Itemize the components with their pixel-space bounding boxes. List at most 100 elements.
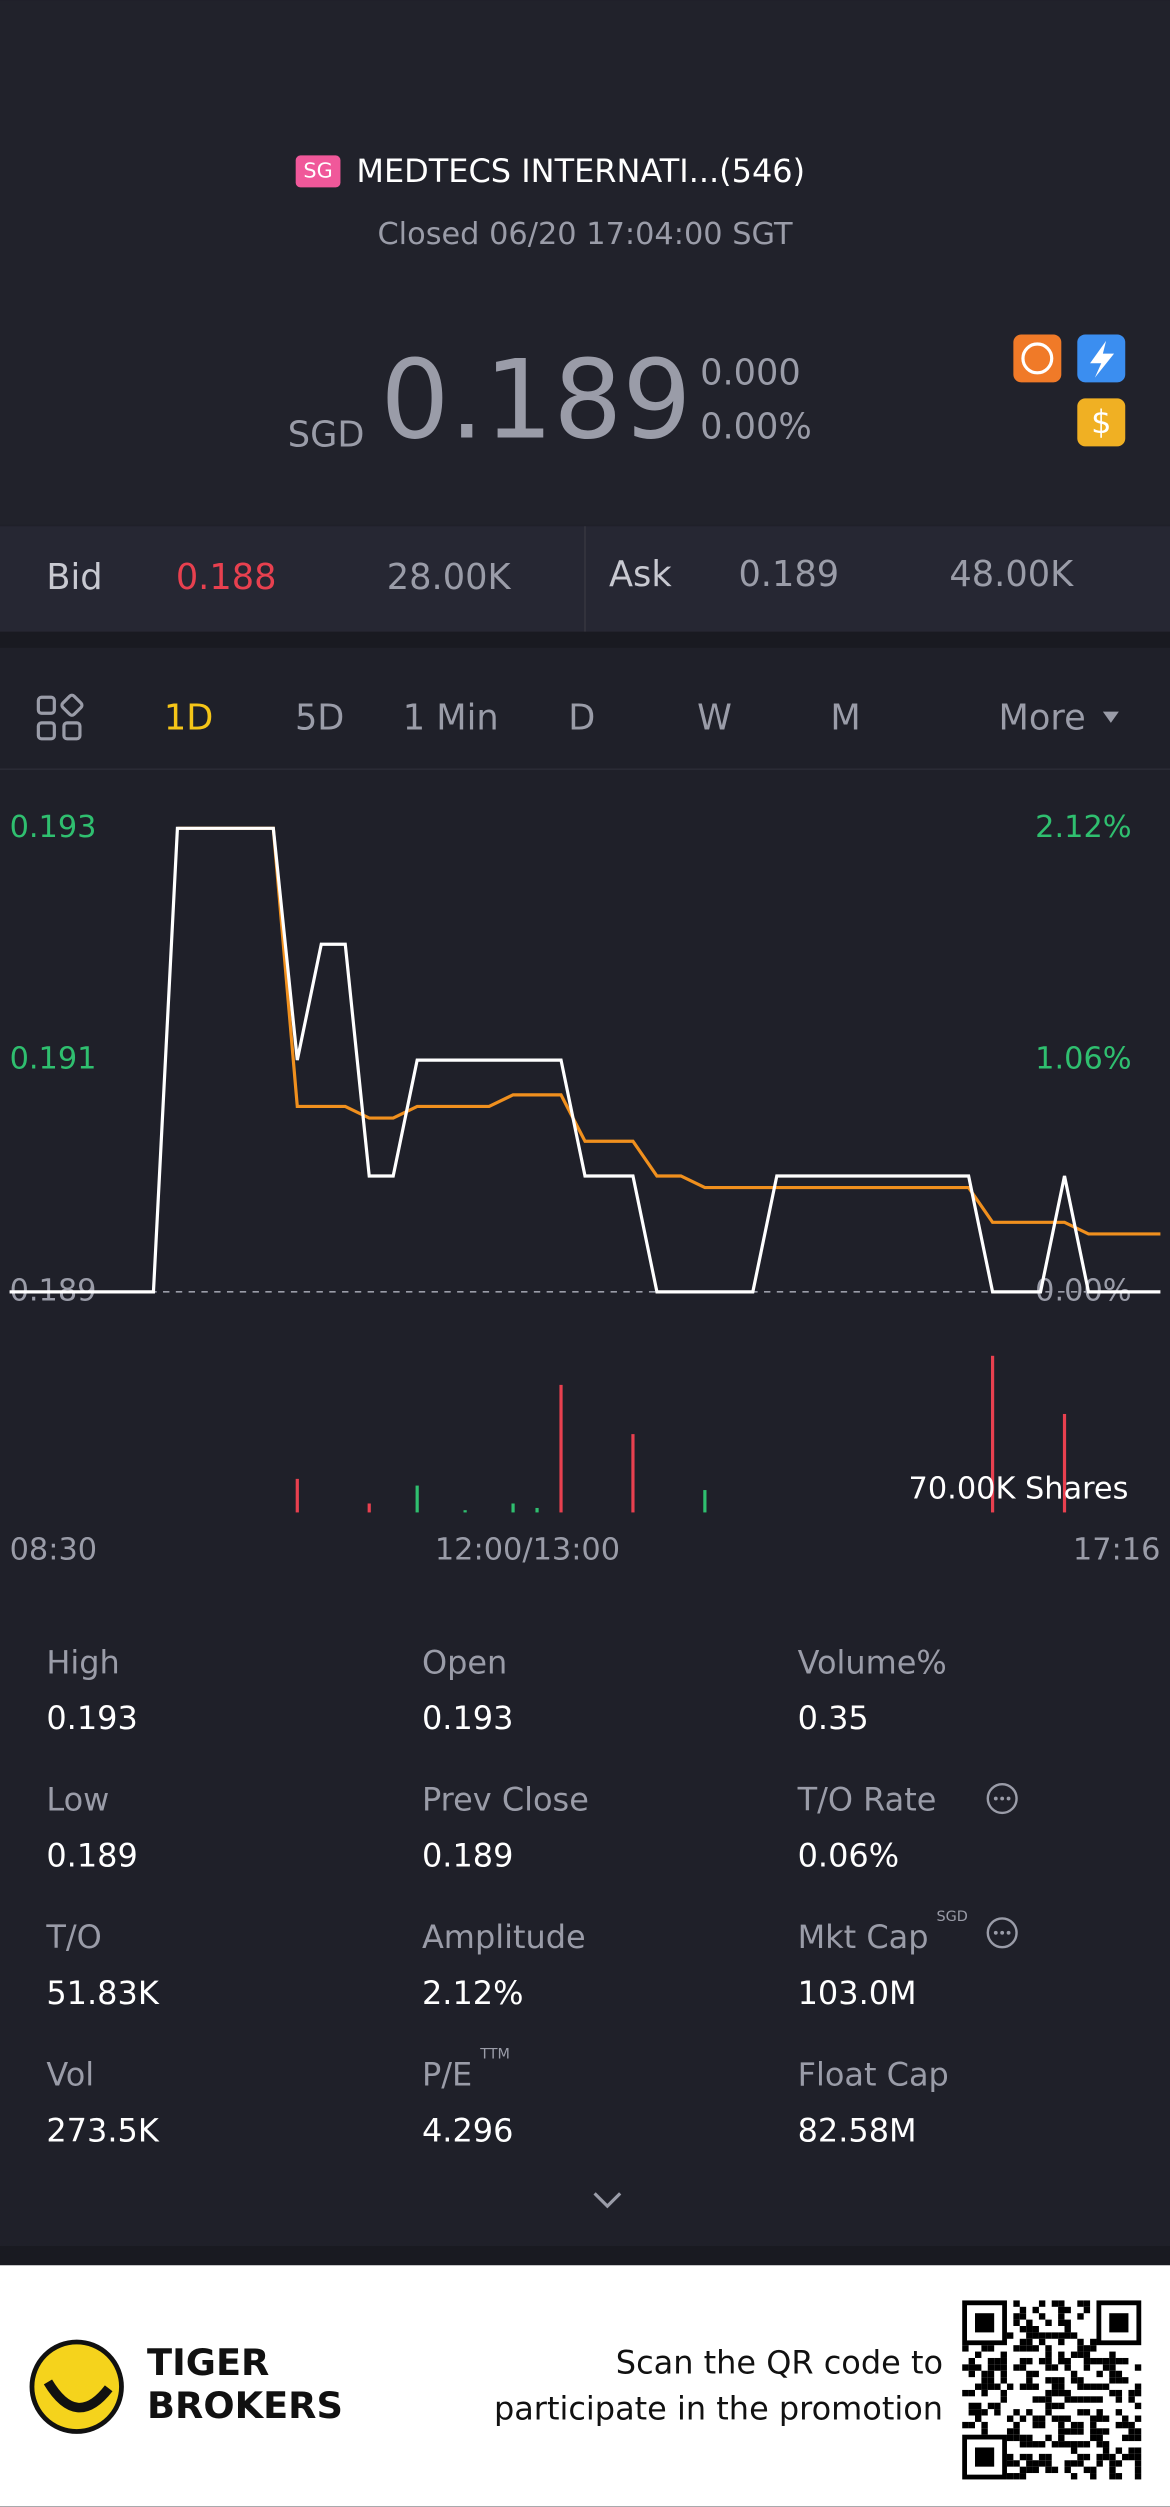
qr-module bbox=[1090, 2428, 1097, 2435]
volume-bar bbox=[367, 1503, 371, 1513]
brand-line: BROKERS bbox=[147, 2384, 343, 2427]
period-tab[interactable]: 1D bbox=[164, 698, 213, 739]
qr-module bbox=[1064, 2389, 1071, 2397]
qr-module bbox=[1064, 2357, 1071, 2365]
qr-module bbox=[1026, 2319, 1033, 2326]
info-icon[interactable] bbox=[986, 1782, 1018, 1815]
qr-module bbox=[1109, 2351, 1116, 2358]
qr-module bbox=[1032, 2396, 1039, 2403]
icon-dollar[interactable] bbox=[1077, 398, 1126, 447]
stat-value: 0.06% bbox=[798, 1837, 900, 1875]
qr-module bbox=[1032, 2370, 1039, 2378]
stat-superscript: SGD bbox=[937, 1909, 968, 1925]
qr-module bbox=[1109, 2357, 1116, 2365]
period-tab[interactable]: D bbox=[568, 698, 595, 739]
qr-module bbox=[1134, 2383, 1142, 2390]
qr-module bbox=[1006, 2453, 1014, 2461]
qr-module bbox=[1064, 2428, 1071, 2435]
qr-module bbox=[1102, 2415, 1110, 2422]
layout-icon[interactable] bbox=[36, 693, 84, 741]
qr-module bbox=[1045, 2402, 1052, 2410]
period-tab[interactable]: More bbox=[999, 698, 1086, 739]
qr-module bbox=[1083, 2466, 1091, 2474]
qr-module bbox=[1058, 2428, 1065, 2435]
qr-module bbox=[1038, 2300, 1046, 2307]
qr-module bbox=[1058, 2441, 1065, 2448]
volume-bar bbox=[295, 1478, 299, 1513]
qr-module bbox=[968, 2409, 975, 2416]
qr-module bbox=[975, 2415, 982, 2422]
qr-module bbox=[1070, 2473, 1078, 2480]
qr-module bbox=[1032, 2383, 1039, 2390]
qr-module bbox=[1064, 2396, 1071, 2403]
qr-module bbox=[1013, 2434, 1020, 2442]
qr-module bbox=[981, 2421, 988, 2429]
qr-module bbox=[1051, 2466, 1059, 2474]
qr-module bbox=[1058, 2389, 1065, 2397]
volume-bar bbox=[559, 1384, 563, 1513]
qr-module bbox=[1083, 2300, 1091, 2307]
qr-module bbox=[1026, 2383, 1033, 2390]
qr-module bbox=[981, 2428, 988, 2435]
period-tab[interactable]: W bbox=[697, 698, 732, 739]
icon-short[interactable] bbox=[1013, 334, 1062, 383]
qr-module bbox=[1006, 2473, 1014, 2480]
qr-module bbox=[1115, 2370, 1123, 2378]
info-icon[interactable] bbox=[986, 1917, 1018, 1949]
qr-module bbox=[1000, 2370, 1007, 2378]
qr-module bbox=[1064, 2364, 1071, 2371]
qr-module bbox=[1109, 2370, 1116, 2378]
qr-module bbox=[1134, 2415, 1142, 2422]
qr-module bbox=[1038, 2313, 1046, 2320]
qr-module bbox=[1077, 2409, 1084, 2416]
last-price: 0.189 bbox=[380, 337, 691, 464]
qr-module bbox=[1115, 2447, 1123, 2454]
qr-module bbox=[1134, 2453, 1142, 2461]
qr-module bbox=[1115, 2421, 1123, 2429]
qr-module bbox=[1038, 2357, 1046, 2365]
qr-module bbox=[962, 2421, 969, 2429]
qr-module bbox=[1122, 2453, 1129, 2461]
qr-module bbox=[1026, 2370, 1033, 2378]
qr-module bbox=[1090, 2434, 1097, 2442]
period-tab[interactable]: 1 Min bbox=[403, 698, 499, 739]
qr-module bbox=[1045, 2453, 1052, 2461]
qr-module bbox=[981, 2409, 988, 2416]
stat-superscript: TTM bbox=[479, 2046, 510, 2062]
qr-module bbox=[1134, 2473, 1142, 2480]
stat-label: Vol bbox=[46, 2056, 94, 2094]
qr-module bbox=[1019, 2473, 1027, 2480]
qr-module bbox=[1096, 2434, 1103, 2442]
qr-finder-core bbox=[975, 2313, 995, 2333]
qr-module bbox=[1000, 2351, 1007, 2358]
period-tab[interactable]: M bbox=[830, 698, 860, 739]
qr-module bbox=[1026, 2409, 1033, 2416]
stat-value: 103.0M bbox=[798, 1974, 917, 2012]
expand-chevron[interactable] bbox=[593, 2192, 622, 2209]
qr-module bbox=[1083, 2383, 1091, 2390]
stat-label: High bbox=[46, 1643, 119, 1681]
qr-code[interactable] bbox=[959, 2297, 1142, 2480]
qr-module bbox=[1102, 2383, 1110, 2390]
qr-module bbox=[1045, 2357, 1052, 2365]
qr-module bbox=[1064, 2319, 1071, 2326]
stat-label: Low bbox=[46, 1781, 109, 1819]
qr-module bbox=[1032, 2345, 1039, 2352]
promo-line: participate in the promotion bbox=[494, 2390, 943, 2428]
qr-module bbox=[1083, 2453, 1091, 2461]
qr-module bbox=[1122, 2377, 1129, 2384]
qr-module bbox=[1083, 2351, 1091, 2358]
qr-module bbox=[1000, 2389, 1007, 2397]
qr-module bbox=[1096, 2396, 1103, 2403]
stat-label: Prev Close bbox=[422, 1781, 589, 1819]
period-tab[interactable]: 5D bbox=[295, 698, 344, 739]
stat-value: 273.5K bbox=[46, 2112, 159, 2150]
qr-module bbox=[1096, 2415, 1103, 2422]
qr-module bbox=[1077, 2377, 1084, 2384]
qr-module bbox=[1077, 2383, 1084, 2390]
qr-module bbox=[1045, 2389, 1052, 2397]
qr-module bbox=[1038, 2332, 1046, 2339]
qr-module bbox=[1077, 2313, 1084, 2320]
qr-module bbox=[1045, 2396, 1052, 2403]
